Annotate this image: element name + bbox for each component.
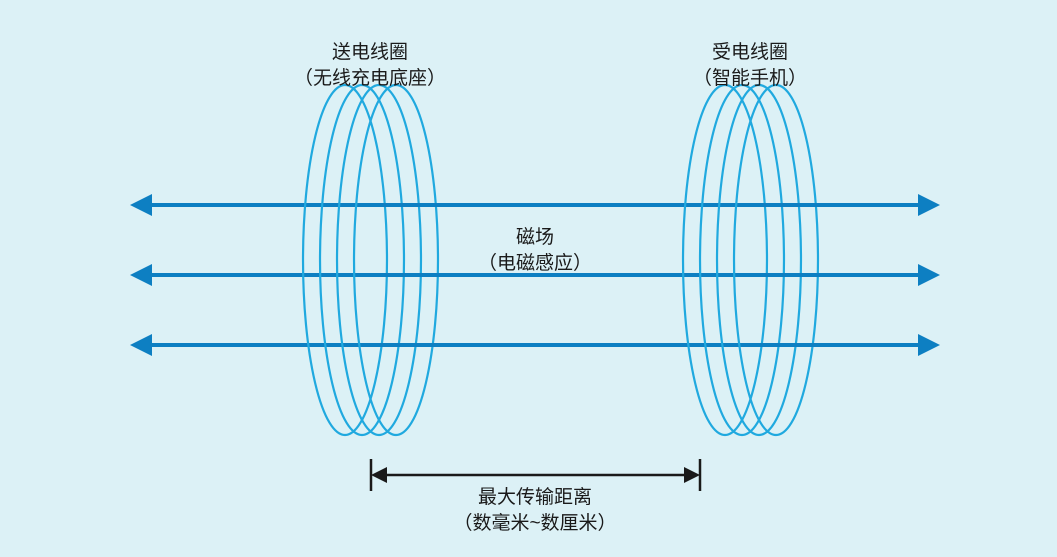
field-arrow-right-1 (918, 264, 940, 286)
label-rx-coil-line1: 受电线圈 (600, 40, 900, 66)
tx-coil-loop-2-front (337, 85, 379, 435)
label-distance-line2: （数毫米~数厘米） (385, 511, 685, 537)
label-distance-line1: 最大传输距离 (385, 485, 685, 511)
arrowheads-left (130, 194, 152, 356)
field-arrow-right-2 (918, 334, 940, 356)
field-arrow-right-0 (918, 194, 940, 216)
label-tx-coil: 送电线圈 （无线充电底座） (220, 40, 520, 91)
label-field-line1: 磁场 (385, 225, 685, 251)
label-tx-coil-line1: 送电线圈 (220, 40, 520, 66)
rx-coil-loop-0-front (683, 85, 725, 435)
label-field: 磁场 （电磁感应） (385, 225, 685, 276)
rx-coil-loop-1-back (742, 85, 784, 435)
dim-arrow-left (371, 467, 387, 483)
arrowheads-right (918, 194, 940, 356)
rx-coil-loop-1-front (700, 85, 742, 435)
label-rx-coil-line2: （智能手机） (600, 66, 900, 92)
label-rx-coil: 受电线圈 （智能手机） (600, 40, 900, 91)
tx-coil-loop-1-front (320, 85, 362, 435)
label-distance: 最大传输距离 （数毫米~数厘米） (385, 485, 685, 536)
rx-coil-loop-2-back (759, 85, 801, 435)
rx-coil-loop-2-front (717, 85, 759, 435)
dim-arrow-right (684, 467, 700, 483)
field-arrow-left-2 (130, 334, 152, 356)
label-field-line2: （电磁感应） (385, 251, 685, 277)
label-tx-coil-line2: （无线充电底座） (220, 66, 520, 92)
rx-coil-loop-3-back (776, 85, 818, 435)
field-arrow-left-0 (130, 194, 152, 216)
diagram-stage: 送电线圈 （无线充电底座） 受电线圈 （智能手机） 磁场 （电磁感应） 最大传输… (0, 0, 1057, 557)
tx-coil-loop-0-front (303, 85, 345, 435)
field-arrow-left-1 (130, 264, 152, 286)
